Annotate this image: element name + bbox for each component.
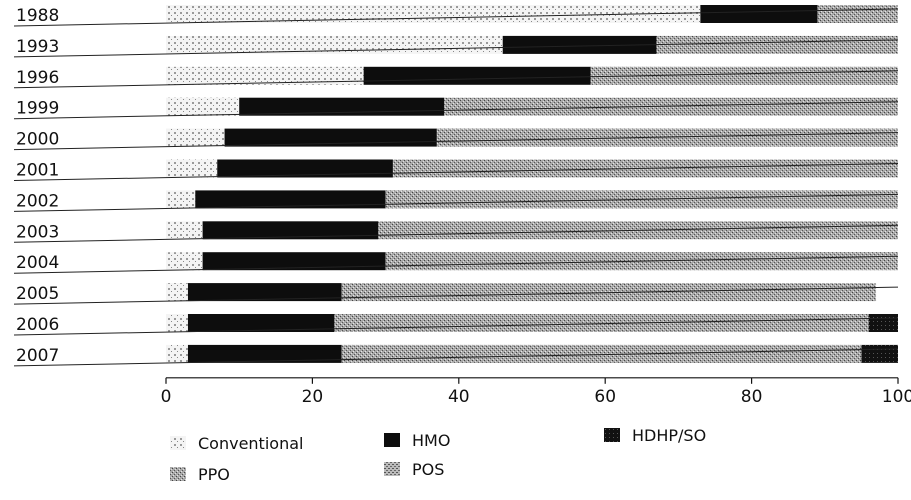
x-tick-label-100: 100 xyxy=(882,387,911,407)
legend-swatch-conventional xyxy=(170,436,186,450)
legend-swatch-pos xyxy=(384,462,400,476)
x-tick-label-60: 60 xyxy=(594,387,616,407)
legend-label-hmo: HMO xyxy=(412,431,450,450)
year-label-2002: 2002 xyxy=(16,191,59,211)
x-axis: 0 20 40 60 80 100 xyxy=(161,378,911,407)
year-label-2000: 2000 xyxy=(16,130,59,150)
year-label-1988: 1988 xyxy=(16,6,59,26)
bar-conventional-2004 xyxy=(166,252,203,270)
bar-conventional-2003 xyxy=(166,221,203,239)
bar-conventional-2001 xyxy=(166,160,217,178)
year-label-2005: 2005 xyxy=(16,284,59,304)
bar-hmo-1999 xyxy=(239,98,444,116)
bar-conventional-2002 xyxy=(166,190,195,208)
bar-conventional-2000 xyxy=(166,129,225,147)
x-tick-label-20: 20 xyxy=(302,387,324,407)
bar-ppo-1999 xyxy=(444,98,898,116)
x-tick-label-0: 0 xyxy=(161,387,172,407)
bar-hdhp-2007 xyxy=(861,345,898,363)
bar-ppo-2006 xyxy=(334,314,868,332)
bar-ppo-1988 xyxy=(817,5,898,23)
year-label-2007: 2007 xyxy=(16,346,59,366)
legend-swatch-hdhp xyxy=(604,428,620,442)
bar-conventional-2005 xyxy=(166,283,188,301)
legend-swatch-hmo xyxy=(384,433,400,447)
year-label-2001: 2001 xyxy=(16,161,59,181)
bar-conventional-1999 xyxy=(166,98,239,116)
legend-label-hdhp: HDHP/SO xyxy=(632,426,706,445)
bar-hdhp-2006 xyxy=(869,314,898,332)
legend-label-pos: POS xyxy=(412,460,444,479)
bar-ppo-1993 xyxy=(656,36,898,54)
year-label-1993: 1993 xyxy=(16,37,59,57)
bar-ppo-2007 xyxy=(342,345,862,363)
year-label-1996: 1996 xyxy=(16,68,59,88)
year-label-2004: 2004 xyxy=(16,253,59,273)
bar-ppo-2000 xyxy=(437,129,898,147)
year-label-1999: 1999 xyxy=(16,99,59,119)
year-labels: 1988 1993 1996 1999 2000 2001 2002 2003 2004 2005… xyxy=(14,6,898,366)
year-label-2006: 2006 xyxy=(16,315,59,335)
x-tick-label-80: 80 xyxy=(741,387,763,407)
bar-hmo-1996 xyxy=(364,67,591,85)
bar-conventional-2006 xyxy=(166,314,188,332)
year-label-2003: 2003 xyxy=(16,222,59,242)
legend: Conventional HMO HDHP/SO PPO POS xyxy=(170,426,706,484)
bar-ppo-2005 xyxy=(342,283,876,301)
bar-hmo-1988 xyxy=(700,5,817,23)
legend-label-conventional: Conventional xyxy=(198,434,303,453)
bars-layer xyxy=(166,5,898,363)
legend-label-ppo: PPO xyxy=(198,465,230,484)
x-tick-label-40: 40 xyxy=(448,387,470,407)
bar-conventional-2007 xyxy=(166,345,188,363)
legend-swatch-ppo xyxy=(170,467,186,481)
